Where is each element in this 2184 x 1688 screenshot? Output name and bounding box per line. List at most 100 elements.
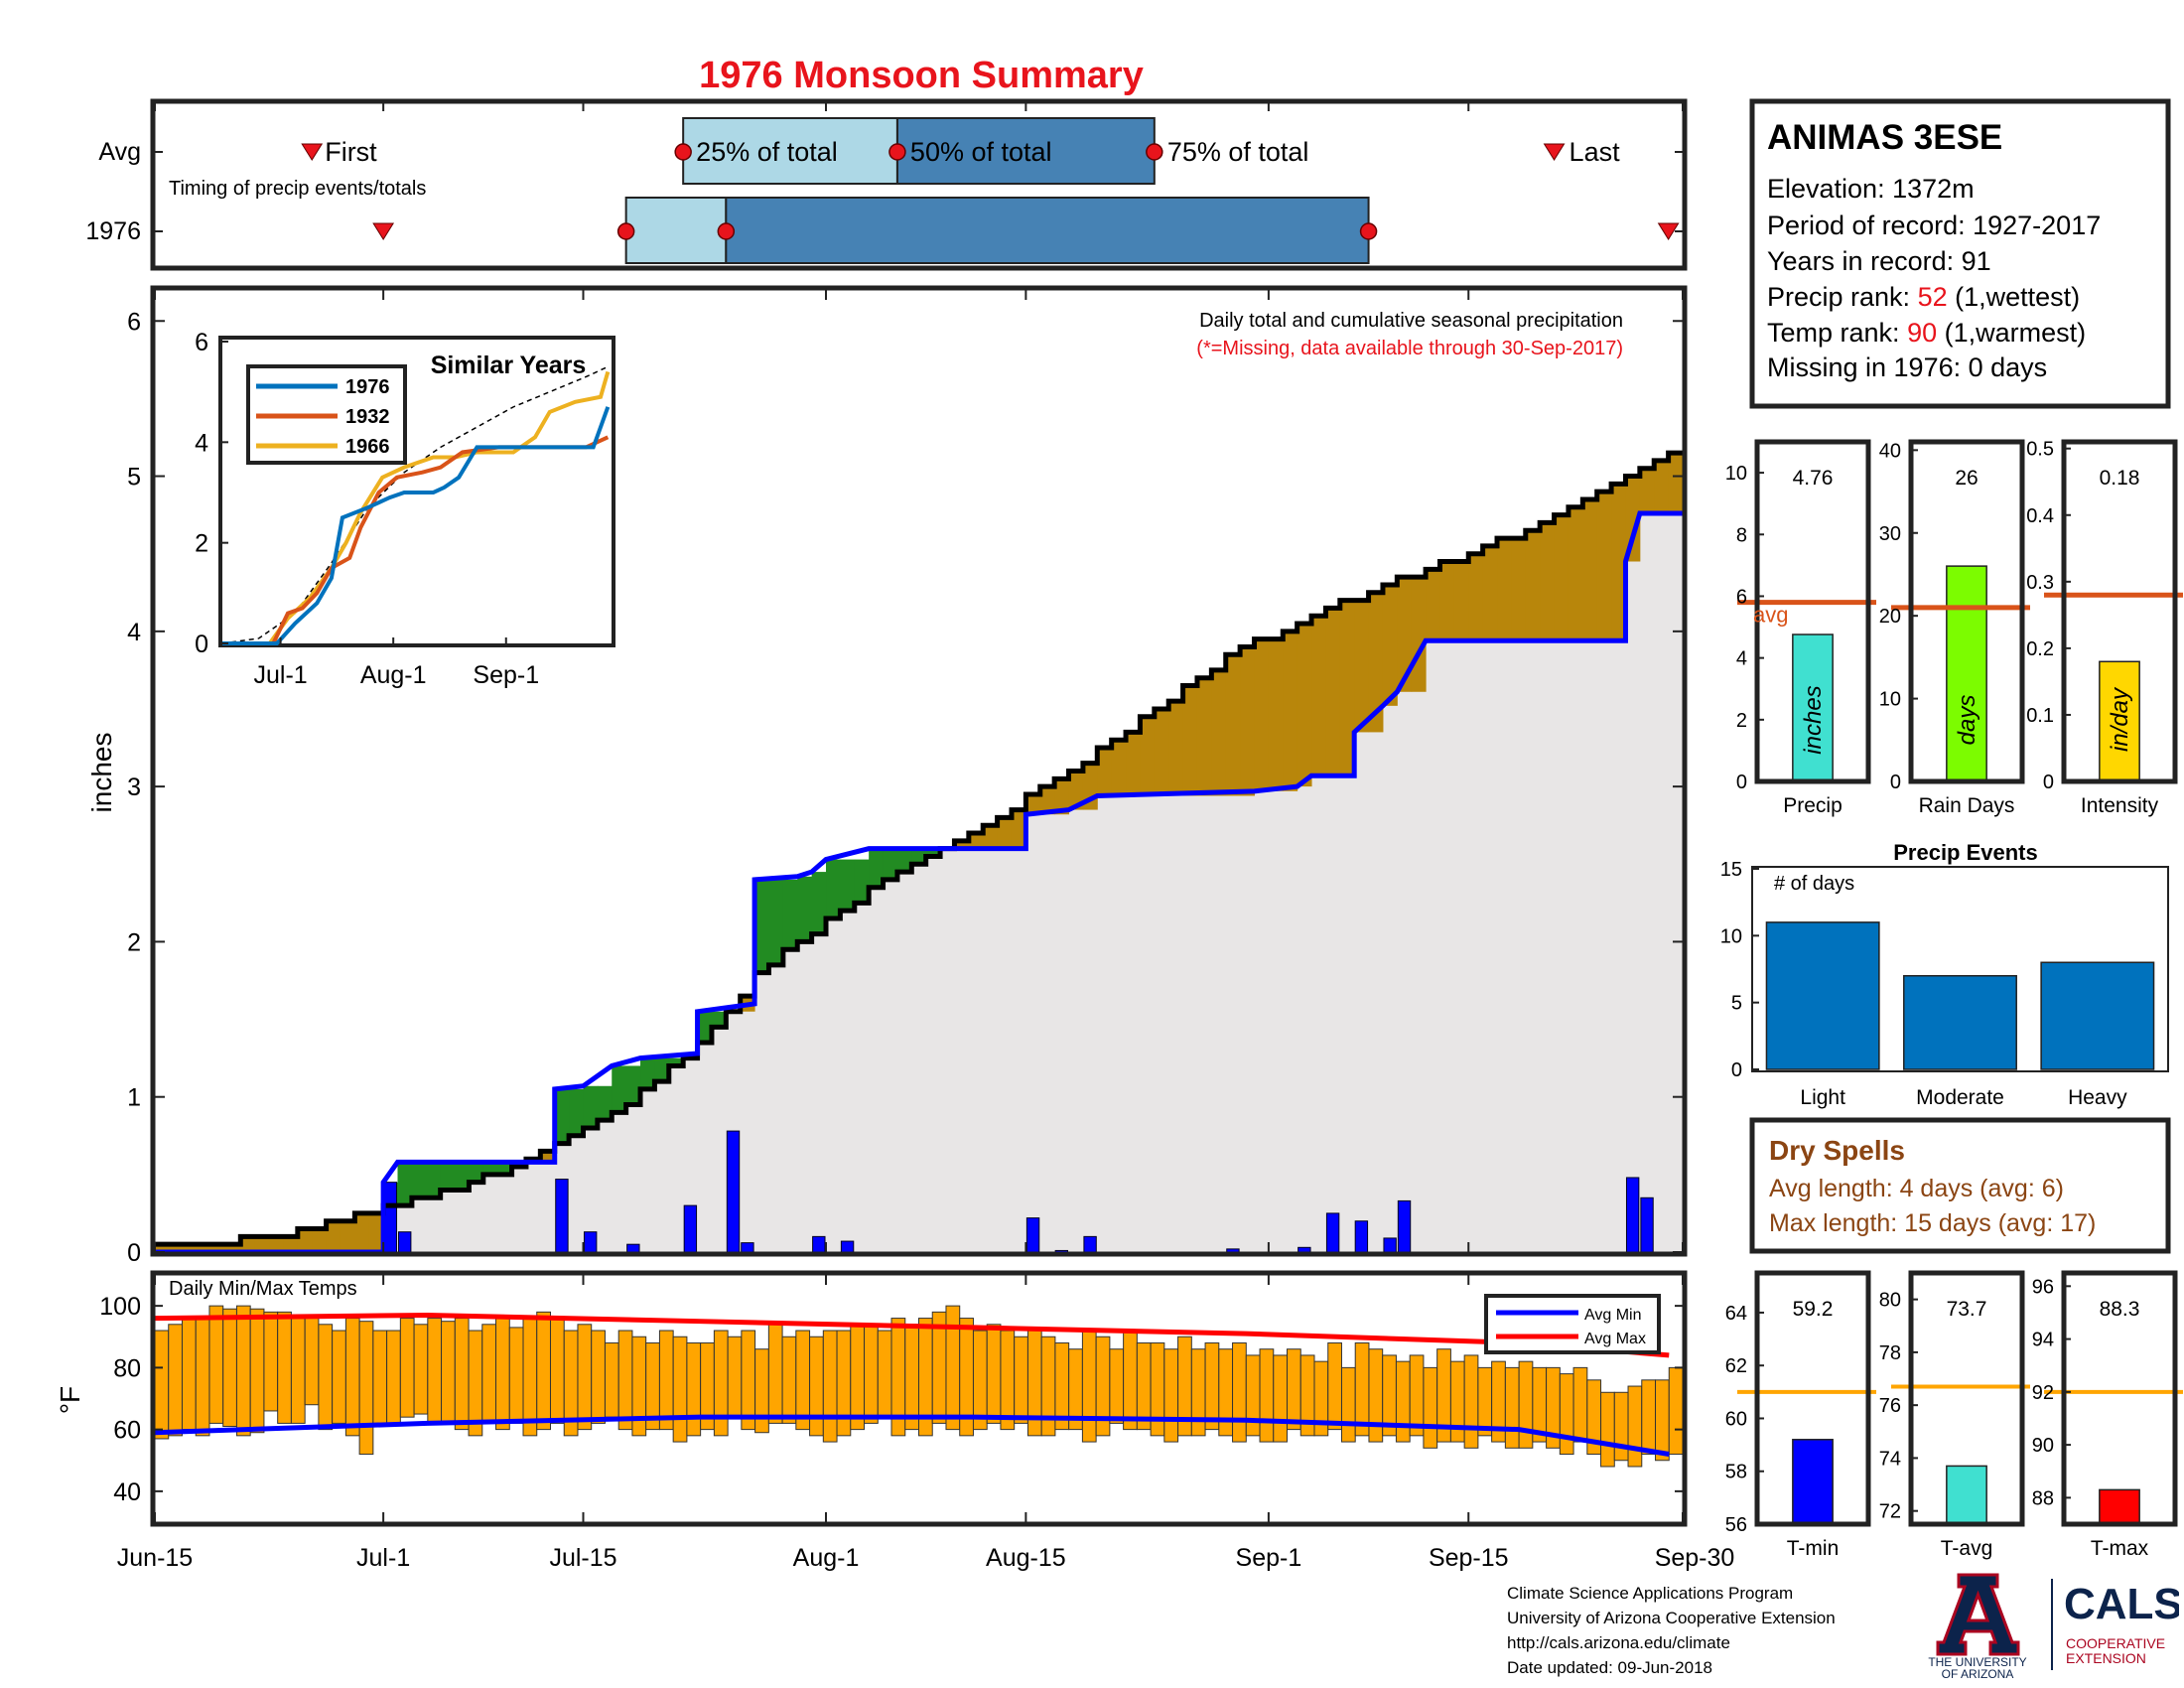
- timing-box-25-50: [624, 197, 728, 264]
- daily-temp-bar: [249, 1308, 265, 1434]
- avg-surplus-fill: [297, 1228, 313, 1252]
- dry-spells-max: Max length: 15 days (avg: 17): [1769, 1209, 2096, 1237]
- year-surplus-fill: [583, 1085, 599, 1128]
- timing-label-last: Last: [1570, 137, 1621, 167]
- footer-line-3[interactable]: http://cals.arizona.edu/climate: [1507, 1633, 1730, 1652]
- small-panel-background: [2064, 1273, 2175, 1524]
- timing-marker-25: [616, 222, 635, 240]
- date-tick-label: Sep-15: [1429, 1544, 1509, 1572]
- daily-temp-bar: [658, 1330, 674, 1431]
- cals-logo: CALS COOPERATIVE EXTENSION: [2051, 1579, 2179, 1670]
- inset-xtick-label: Aug-1: [360, 661, 427, 689]
- avg-surplus-fill: [368, 1212, 384, 1252]
- temp-ytick-label: 60: [113, 1417, 141, 1445]
- precip-ytick-label: 5: [127, 464, 141, 492]
- timing-first-triangle: [372, 222, 395, 240]
- daily-temp-bar: [1572, 1366, 1588, 1443]
- daily-temp-bar: [454, 1318, 470, 1431]
- daily-temp-bar: [1627, 1385, 1643, 1468]
- avg-surplus-fill: [1611, 484, 1626, 641]
- inset-ytick-label: 2: [195, 530, 208, 558]
- avg-surplus-fill: [1411, 577, 1427, 692]
- year-surplus-fill: [754, 879, 769, 973]
- daily-temp-bar: [836, 1330, 852, 1437]
- daily-temp-bar: [372, 1330, 388, 1424]
- daily-temp-bar: [1081, 1330, 1097, 1443]
- small-panel-ytick-label: 78: [1879, 1342, 1901, 1364]
- station-precip-rank: Precip rank: 52 (1,wettest): [1767, 282, 2080, 312]
- avg-surplus-fill: [283, 1236, 299, 1252]
- daily-temp-bar: [386, 1330, 401, 1424]
- daily-precip-bar: [726, 1130, 741, 1253]
- events-title: Precip Events: [1893, 840, 2038, 865]
- raindays-bar-panel: 0 10 20 30 40 26 Rain Days days: [1879, 439, 2030, 817]
- timing-label-25: 25% of total: [696, 137, 838, 167]
- small-panel-ytick-label: 6: [1736, 586, 1747, 608]
- small-panel-bar: [1946, 565, 1987, 782]
- small-panel-ytick-label: 88: [2032, 1487, 2054, 1509]
- small-panel-ytick-label: 0.3: [2026, 572, 2054, 594]
- temp-rank-value: 90: [1907, 318, 1937, 348]
- timing-last-triangle: [1657, 222, 1680, 240]
- daily-temp-bar: [290, 1318, 306, 1424]
- avg-surplus-fill: [1339, 600, 1355, 776]
- small-panel-value-label: 88.3: [2100, 1298, 2140, 1321]
- daily-temp-bar: [1641, 1379, 1657, 1456]
- precip-ytick-label: 3: [127, 774, 141, 801]
- daily-precip-bar: [741, 1242, 754, 1253]
- daily-temp-bar: [1014, 1336, 1028, 1424]
- precip-ytick-label: 6: [127, 308, 141, 336]
- legend-avg-min: Avg Min: [1584, 1307, 1642, 1324]
- timing-annotation: Timing of precip events/totals: [169, 178, 426, 200]
- daily-temp-bar: [1463, 1354, 1479, 1449]
- small-panel-category-label: Rain Days: [1919, 794, 2015, 817]
- temps-title: Daily Min/Max Temps: [169, 1278, 357, 1300]
- year-surplus-fill: [397, 1162, 413, 1206]
- events-annotation: # of days: [1774, 873, 1854, 895]
- daily-temp-bar: [617, 1330, 633, 1431]
- avg-surplus-fill: [169, 1244, 185, 1252]
- small-panel-ytick-label: 72: [1879, 1501, 1901, 1523]
- small-panel-avg-label: avg: [1753, 603, 1788, 628]
- daily-temp-bar: [672, 1336, 688, 1443]
- small-panel-ytick-label: 20: [1879, 606, 1901, 628]
- small-panel-bar: [2099, 1488, 2140, 1525]
- date-tick-label: Aug-1: [793, 1544, 860, 1572]
- avg-surplus-fill: [1582, 498, 1598, 641]
- timing-label-first: First: [325, 137, 377, 167]
- daily-temp-bar: [1273, 1354, 1289, 1443]
- avg-surplus-fill: [1568, 506, 1583, 641]
- date-tick-label: Jul-1: [356, 1544, 410, 1572]
- year-surplus-fill: [668, 1057, 684, 1066]
- small-panel-frame: [2061, 439, 2178, 784]
- daily-precip-bar: [1354, 1220, 1369, 1253]
- timing-avg-label: Avg: [98, 138, 141, 166]
- event-category-label: Light: [1800, 1086, 1845, 1109]
- daily-temp-bar: [1000, 1330, 1016, 1431]
- precip-ylabel: inches: [86, 733, 117, 813]
- daily-temp-bar: [263, 1311, 279, 1412]
- temp-ytick-label: 80: [113, 1354, 141, 1382]
- daily-temp-bar: [168, 1324, 183, 1437]
- small-panel-frame: [2061, 1270, 2178, 1527]
- daily-temp-bar: [235, 1305, 251, 1437]
- temps-panel: 40 60 80 100 Daily Min/Max Temps °F Avg Min…: [55, 1270, 1688, 1527]
- year-surplus-fill: [597, 1085, 613, 1121]
- tmax-bar-panel: 88 90 92 94 96 88.3 T-max: [2032, 1270, 2183, 1560]
- timing-label-75: 75% of total: [1167, 137, 1309, 167]
- daily-temp-bar: [481, 1324, 497, 1424]
- events-ytick-label: 5: [1731, 993, 1742, 1015]
- daily-temp-bar: [1395, 1360, 1411, 1443]
- inset-xtick-label: Sep-1: [473, 661, 539, 689]
- avg-surplus-fill: [1154, 708, 1169, 796]
- inset-series-line-1932: [222, 435, 610, 645]
- timing-first-triangle: [301, 143, 324, 161]
- daily-temp-bar: [332, 1330, 346, 1424]
- small-panel-value-label: 59.2: [1793, 1298, 1834, 1321]
- precip-ytick-label: 4: [127, 619, 141, 646]
- daily-precip-bar: [683, 1204, 698, 1253]
- daily-temp-bar: [1287, 1348, 1301, 1431]
- daily-temp-bar: [1477, 1366, 1493, 1437]
- daily-temp-bar: [1136, 1341, 1152, 1431]
- daily-temp-bar: [1245, 1354, 1261, 1437]
